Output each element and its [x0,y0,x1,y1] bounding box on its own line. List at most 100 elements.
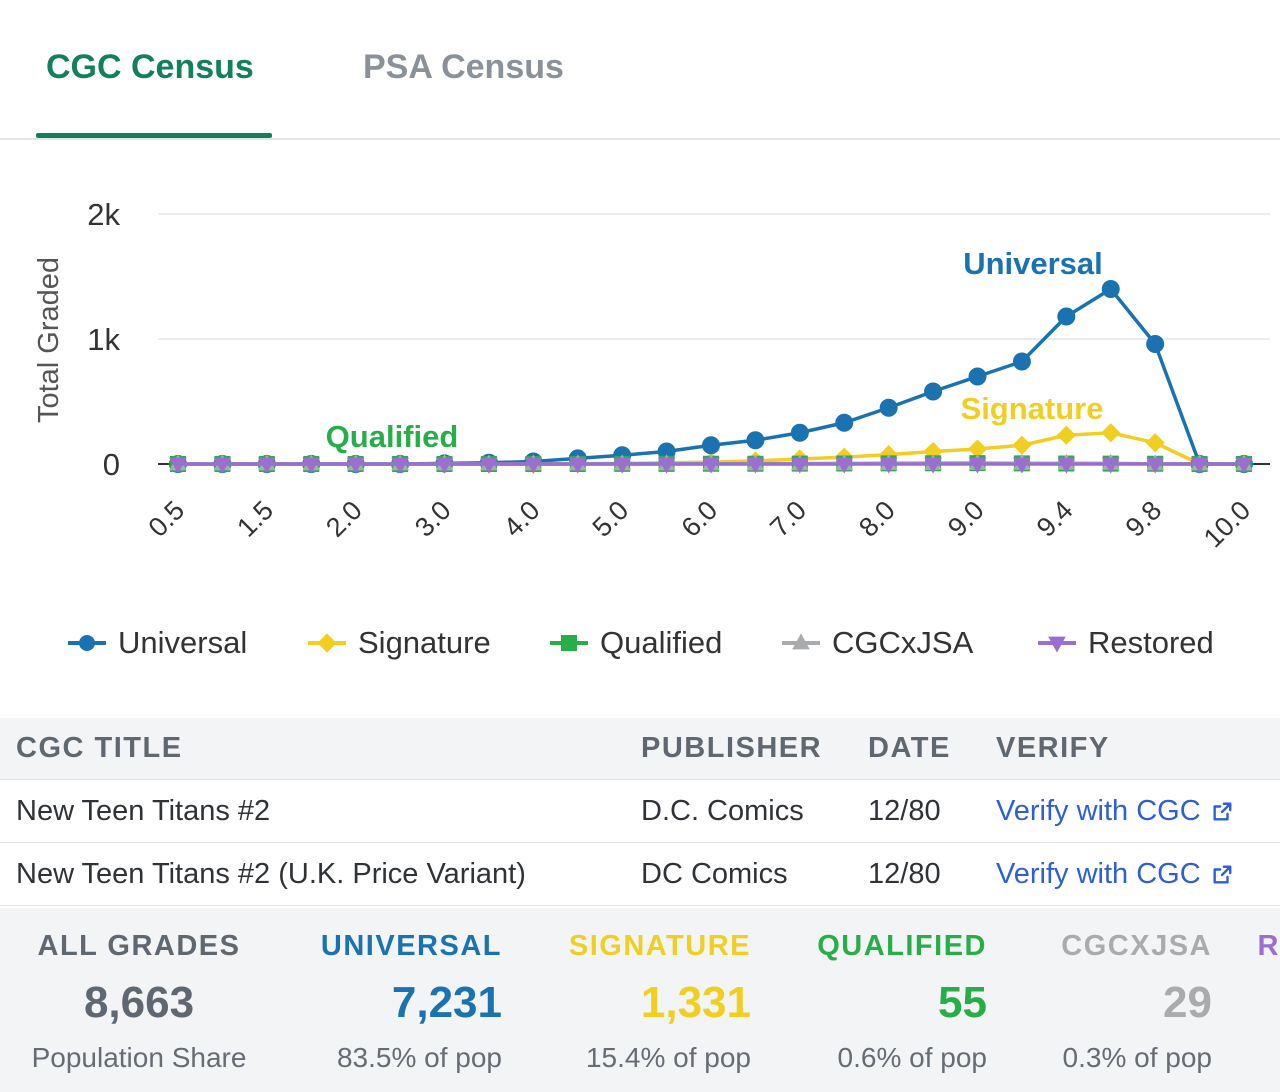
x-tick-label: 2.0 [320,495,368,543]
legend-marker-restored [1038,636,1076,653]
data-point [835,457,854,474]
row-title: New Teen Titans #2 (U.K. Price Variant) [16,858,526,890]
stat-value: 1,331 [640,978,751,1027]
data-point [213,457,232,474]
data-point [657,457,676,474]
legend-label-signature: Signature [358,625,491,660]
data-point [435,457,454,474]
stat-sub: 15.4% of pop [585,1042,751,1073]
data-point [1190,457,1209,474]
stat-label: ALL GRADES [37,930,241,962]
tab-psa-census[interactable]: PSA Census [363,48,564,86]
data-point [391,457,409,474]
row-date: 12/80 [868,858,941,890]
x-tick-label: 1.5 [231,495,279,543]
header-date: DATE [868,732,951,764]
data-point [1146,335,1165,353]
stat-universal: UNIVERSAL 7,231 83.5% of pop [232,908,502,1092]
data-point [568,457,587,474]
series-restored [169,457,1253,474]
legend-label-universal: Universal [118,625,248,660]
stat-sub: 0.6% of pop [837,1042,987,1073]
x-tick-label: 4.0 [498,495,546,543]
y-tick-label: 1k [87,322,120,357]
data-point [1057,457,1076,474]
verify-with-cgc-link[interactable]: Verify with CGC [996,858,1233,891]
row-publisher: DC Comics [641,858,788,890]
data-point [302,457,321,474]
annotation-universal: Universal [963,246,1103,281]
data-point [1145,433,1165,453]
data-point [1056,425,1076,445]
data-point [480,457,498,474]
tab-cgc-census[interactable]: CGC Census [46,48,254,86]
x-tick-label: 9.8 [1120,495,1168,543]
y-tick-label: 2k [87,197,120,232]
data-point [169,457,187,474]
data-point [1057,307,1076,326]
x-tick-label: 9.0 [942,495,990,543]
row-title: New Teen Titans #2 [16,795,271,827]
census-tabs: CGC Census PSA Census [0,0,1280,140]
data-point [879,398,898,417]
data-point [613,457,631,474]
stat-label: QUALIFIED [817,930,987,962]
legend-item-signature[interactable]: Signature [306,620,491,666]
legend-item-universal[interactable]: Universal [66,620,247,666]
stat-sub: 83.5% of pop [336,1042,502,1073]
data-point [258,457,276,474]
x-tick-label: 3.0 [409,495,457,543]
stat-sub: Population Share [31,1042,247,1073]
x-tick-label: 5.0 [587,495,635,543]
header-cgc-title: CGC TITLE [16,732,183,764]
data-point [968,457,987,474]
data-point [1146,457,1164,474]
data-point [967,439,988,459]
data-point [346,457,365,474]
data-point [879,457,898,474]
table-row: New Teen Titans #2 D.C. Comics 12/80 Ver… [0,780,1280,843]
legend-marker-shape [79,635,95,651]
y-axis-label: Total Graded [33,257,65,423]
data-point [791,457,809,474]
header-verify: VERIFY [996,732,1110,764]
data-point [702,457,720,474]
chart-legend: Universal Signature Qualified CGCxJSA Re… [0,620,1280,666]
stat-value: 7,231 [391,978,502,1027]
census-chart: 0 1k 2k Total Graded 0.5 1.5 2.0 3.0 4.0 5.0 6.0 7.… [0,140,1280,718]
stat-sub: 0.3% of pop [1062,1042,1212,1073]
x-tick-label: 0.5 [142,495,190,543]
stat-label: R [1257,930,1280,962]
x-tick-label: 6.0 [675,495,723,543]
verify-link-label: Verify with CGC [996,795,1201,827]
legend-label-cgcxjsa: CGCxJSA [832,625,974,660]
stat-value: 55 [938,978,987,1027]
stat-all-grades: ALL GRADES 8,663 Population Share [4,908,274,1092]
data-point [968,367,987,386]
data-point [924,457,942,474]
stat-label: UNIVERSAL [320,930,502,962]
verify-with-cgc-link[interactable]: Verify with CGC [996,795,1233,828]
legend-marker-shape [561,635,577,651]
population-stats: ALL GRADES 8,663 Population Share UNIVER… [0,908,1280,1092]
data-point [746,431,765,450]
legend-marker-cgcxjsa [782,633,820,650]
stat-restored: R [1010,908,1280,1092]
verify-link-label: Verify with CGC [996,858,1201,890]
legend-item-cgcxjsa[interactable]: CGCxJSA [780,620,973,666]
legend-item-restored[interactable]: Restored [1036,620,1214,666]
data-point [835,413,854,432]
legend-label-qualified: Qualified [600,625,723,660]
annotation-qualified: Qualified [326,419,459,454]
data-point [1235,457,1253,474]
legend-item-qualified[interactable]: Qualified [548,620,722,666]
data-point [1012,435,1032,455]
legend-marker-shape [792,633,810,650]
stat-value: 29 [1163,978,1212,1027]
data-point [1013,457,1031,474]
table-header: CGC TITLE PUBLISHER DATE VERIFY [0,718,1280,780]
active-tab-indicator [36,133,272,138]
data-point [1101,280,1120,298]
legend-marker-shape [1048,636,1066,653]
data-point [1101,457,1120,474]
